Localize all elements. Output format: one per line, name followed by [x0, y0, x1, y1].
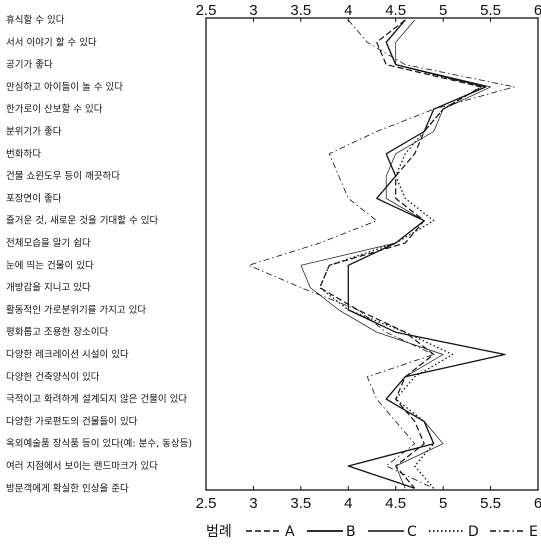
item-label: 번화하다: [6, 148, 41, 160]
bottom-tick-label: 6: [534, 495, 541, 512]
item-label: 즐거운 것, 새로운 것을 기대할 수 있다: [6, 215, 158, 227]
item-label: 활동적인 가로분위기를 가지고 있다: [6, 304, 146, 316]
item-label: 여러 지점에서 보이는 랜드마크가 있다: [6, 460, 158, 472]
top-tick-label: 2.5: [196, 2, 217, 19]
series-lines: [248, 19, 515, 489]
top-tick-label: 4: [344, 2, 352, 19]
item-label: 다양한 가로편도의 건물들이 있다: [6, 415, 138, 427]
legend-title: 범례: [206, 524, 232, 540]
top-tick-label: 6: [534, 2, 541, 19]
legend-label-a: A: [285, 524, 295, 540]
item-label: 전체모습을 알기 쉽다: [6, 238, 91, 249]
item-label: 휴식할 수 있다: [6, 14, 65, 26]
item-label: 다양한 건축양식이 있다: [6, 371, 100, 383]
bottom-tick-label: 3.5: [290, 495, 311, 512]
series-line-b: [347, 19, 506, 489]
top-tick-label: 5: [439, 2, 447, 19]
plot-frame: [205, 17, 539, 491]
axis-ticks: 2.5 2.5 3 3 3.5 3.5 4 4 4.5 4.5 5 5 5.5 5.5 6 6: [196, 2, 541, 512]
top-tick-label: 3: [249, 2, 257, 19]
item-label: 서서 이야기 할 수 있다: [6, 36, 97, 48]
item-label: 분위기가 좋다: [6, 126, 62, 138]
series-line-c: [300, 19, 491, 489]
bottom-tick-label: 2.5: [196, 495, 217, 512]
bottom-tick-label: 3: [249, 495, 257, 512]
top-tick-label: 4.5: [385, 2, 406, 19]
series-line-d: [319, 19, 482, 489]
item-label: 공기가 좋다: [6, 60, 53, 71]
item-label: 안심하고 아이들이 놀 수 있다: [6, 81, 123, 93]
item-label: 옥외예술품 장식품 등이 있다(예: 분수, 동상등): [6, 438, 192, 450]
item-label: 개방감을 지니고 있다: [6, 282, 91, 294]
item-label: 한가로이 산보할 수 있다: [6, 103, 103, 115]
item-label: 극적이고 화려하게 설계되지 않은 건물이 있다: [6, 393, 187, 405]
item-label: 방문객에게 확실한 인상을 준다: [6, 482, 129, 494]
bottom-tick-label: 4.5: [385, 495, 406, 512]
bottom-tick-label: 4: [344, 495, 352, 512]
series-line-a: [319, 19, 482, 489]
legend: 범례 A B C D E: [206, 524, 538, 540]
legend-label-d: D: [468, 524, 479, 540]
bottom-tick-label: 5.5: [480, 495, 501, 512]
top-tick-label: 3.5: [290, 2, 311, 19]
item-label: 포장면이 좋다: [6, 193, 62, 204]
legend-label-e: E: [529, 524, 538, 540]
item-label: 눈에 띄는 건물이 있다: [6, 259, 94, 271]
item-label: 다양한 레크레이션 시설이 있다: [6, 349, 129, 361]
legend-label-c: C: [407, 524, 417, 540]
top-tick-label: 5.5: [480, 2, 501, 19]
item-label: 건물 쇼윈도우 등이 깨끗하다: [6, 170, 120, 182]
legend-label-b: B: [346, 524, 356, 540]
series-line-e: [248, 19, 515, 489]
bottom-tick-label: 5: [439, 495, 447, 512]
item-label: 평화롭고 조용한 장소이다: [6, 327, 108, 338]
